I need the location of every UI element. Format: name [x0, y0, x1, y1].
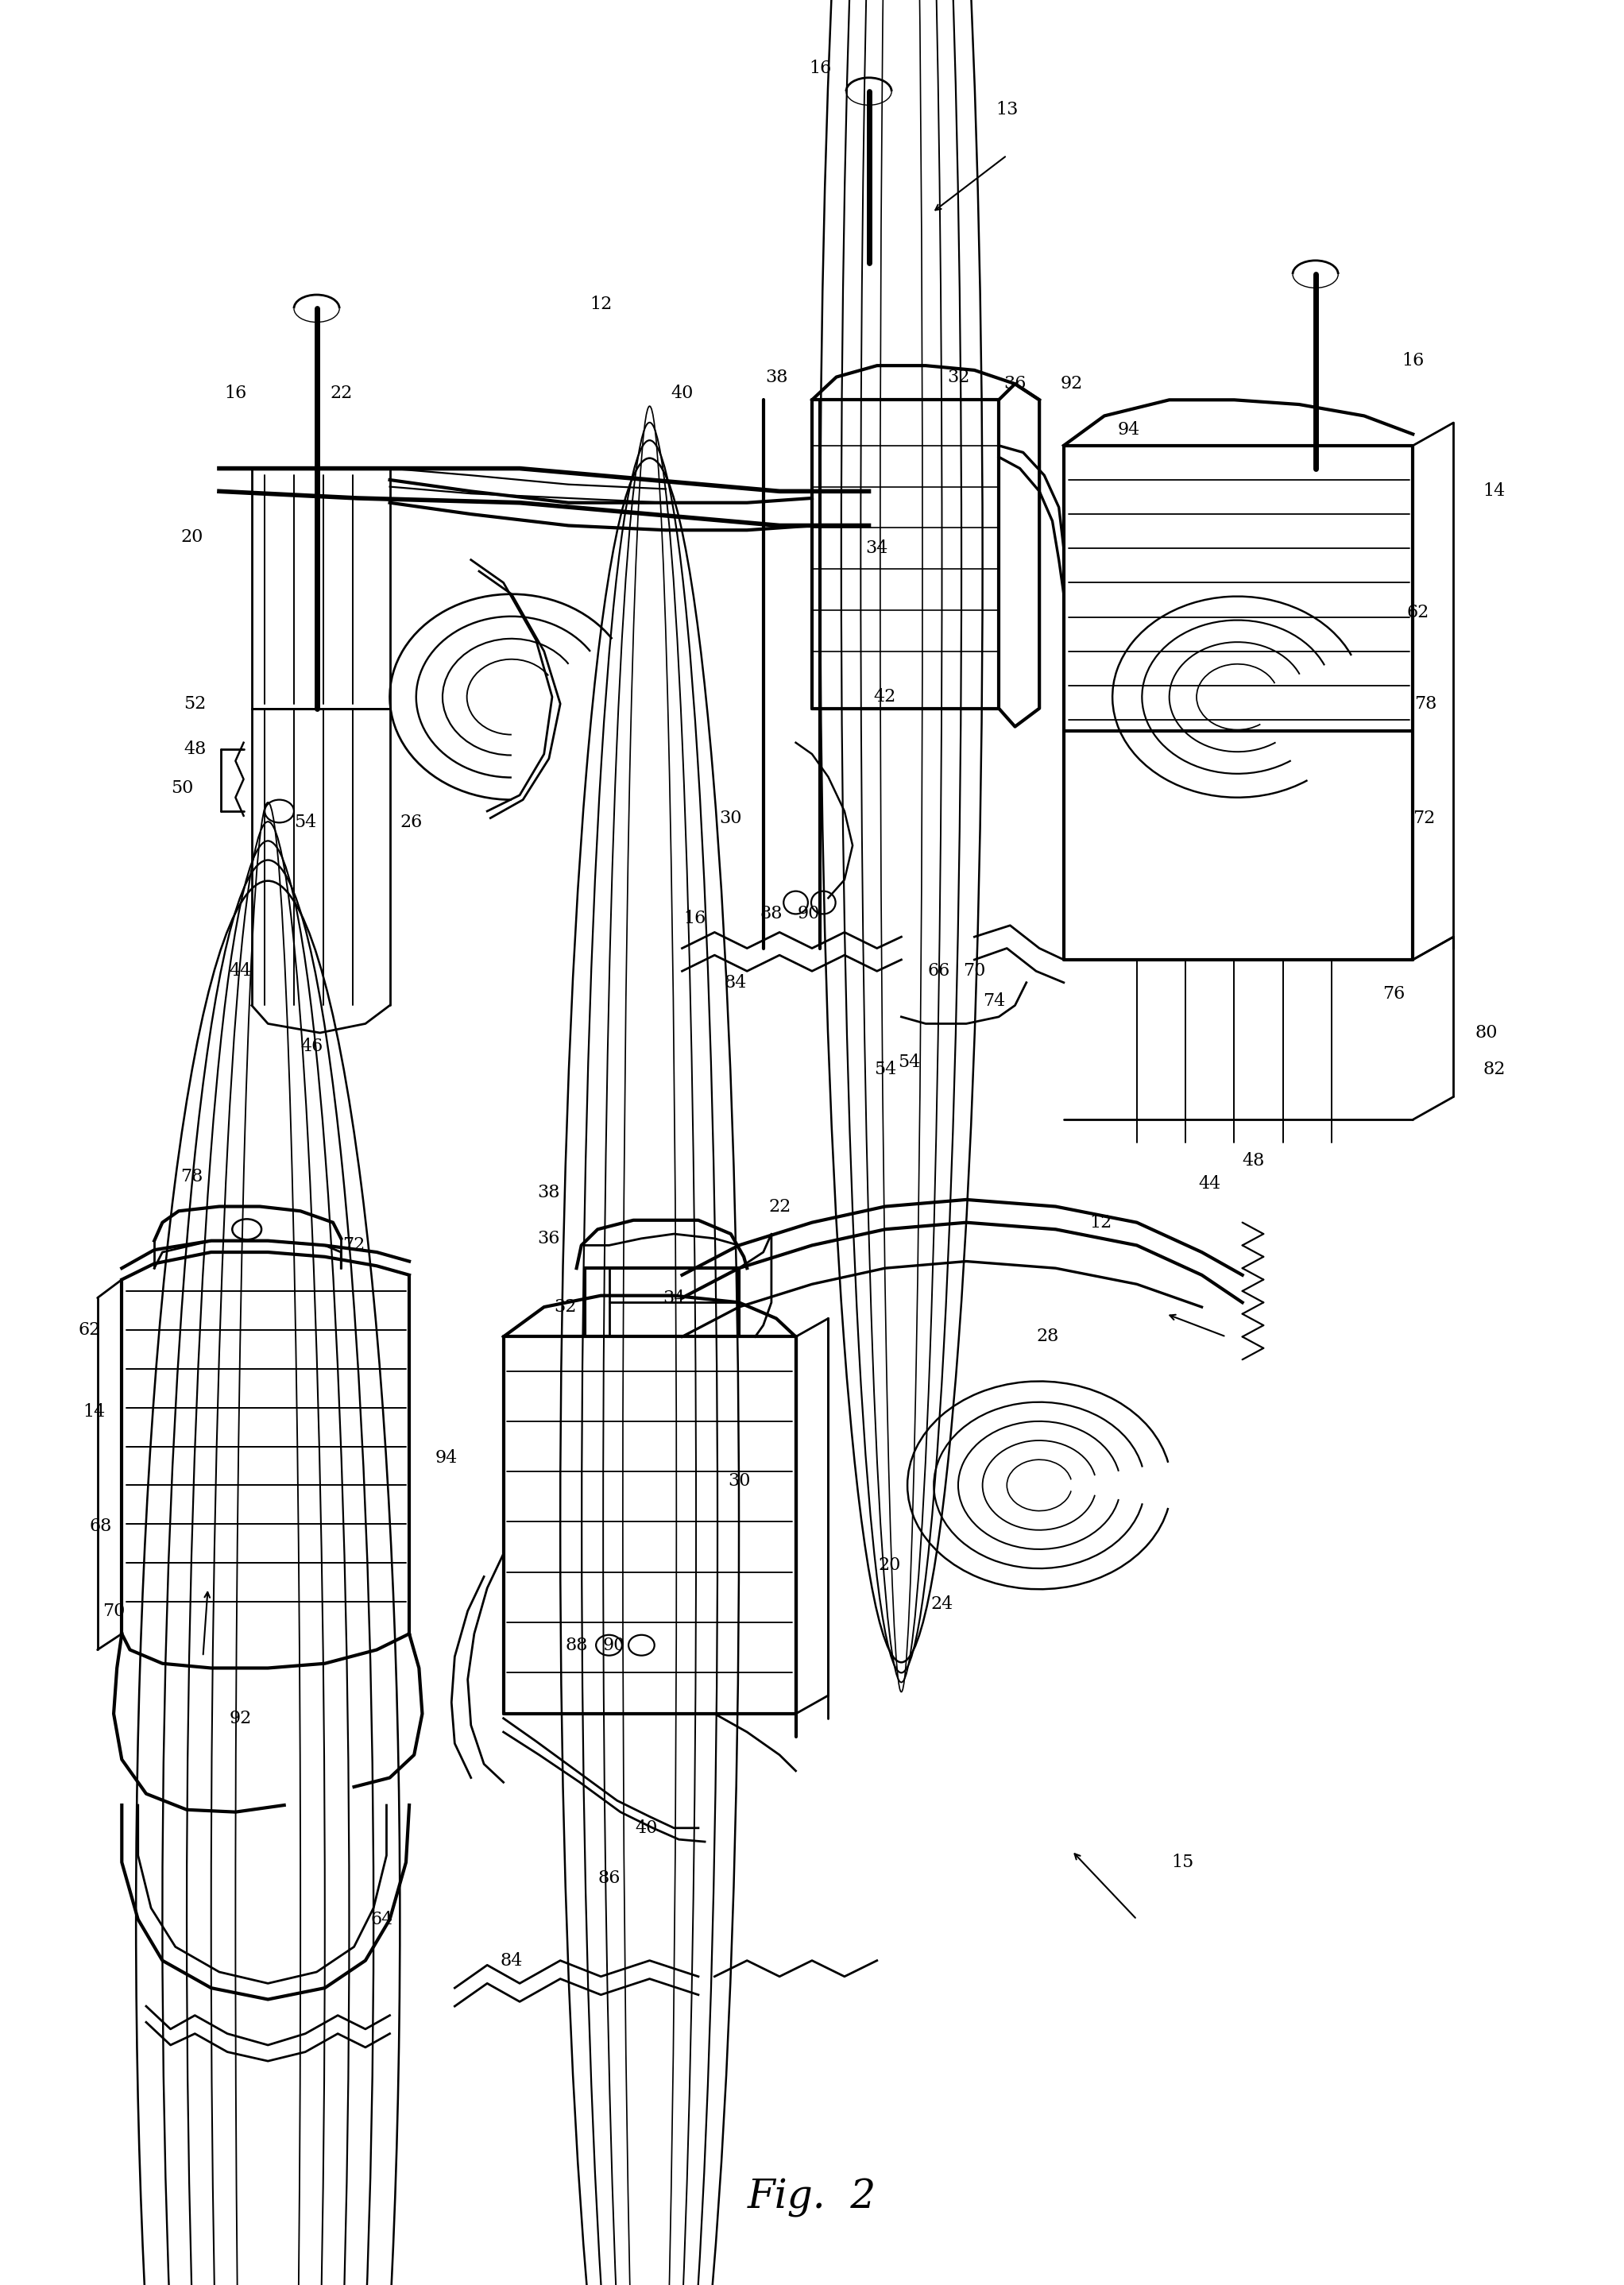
Text: 82: 82 [1483, 1060, 1505, 1079]
Text: 32: 32 [554, 1298, 577, 1316]
Text: 16: 16 [684, 909, 706, 928]
Text: 78: 78 [1415, 695, 1437, 713]
Text: 32: 32 [947, 368, 970, 386]
Text: 22: 22 [330, 384, 352, 402]
Text: 92: 92 [1060, 375, 1083, 393]
Text: 30: 30 [728, 1472, 750, 1490]
Text: 66: 66 [927, 962, 950, 980]
Text: 20: 20 [879, 1556, 901, 1574]
Text: 94: 94 [435, 1449, 458, 1467]
Text: Fig.  2: Fig. 2 [747, 2178, 877, 2219]
Text: 90: 90 [603, 1636, 625, 1654]
Text: 15: 15 [1171, 1853, 1194, 1871]
Text: 62: 62 [1406, 603, 1429, 622]
Text: 78: 78 [180, 1168, 203, 1186]
Text: 70: 70 [102, 1602, 125, 1620]
Text: 68: 68 [89, 1517, 112, 1536]
Text: 70: 70 [963, 962, 986, 980]
Text: 20: 20 [180, 528, 203, 546]
Text: 40: 40 [635, 1819, 658, 1837]
Text: 72: 72 [343, 1236, 365, 1254]
Text: 16: 16 [224, 384, 247, 402]
Text: 38: 38 [538, 1184, 560, 1202]
Text: 24: 24 [931, 1595, 953, 1613]
Text: 44: 44 [229, 962, 252, 980]
Text: 54: 54 [874, 1060, 896, 1079]
Text: 22: 22 [768, 1197, 791, 1216]
Text: 80: 80 [1475, 1024, 1497, 1042]
Text: 62: 62 [78, 1321, 101, 1339]
Text: 16: 16 [809, 59, 831, 78]
Text: 94: 94 [1117, 420, 1140, 439]
Text: 90: 90 [797, 905, 820, 923]
Text: 84: 84 [724, 973, 747, 992]
Text: 16: 16 [1402, 352, 1424, 370]
Text: 34: 34 [866, 539, 888, 558]
Text: 92: 92 [229, 1709, 252, 1727]
Text: 44: 44 [1199, 1174, 1221, 1193]
Text: 12: 12 [1090, 1213, 1112, 1232]
Text: 48: 48 [184, 740, 206, 759]
Text: 12: 12 [590, 295, 612, 313]
Text: 26: 26 [400, 813, 422, 832]
Text: 14: 14 [83, 1403, 106, 1421]
Text: 38: 38 [765, 368, 788, 386]
Text: 76: 76 [1382, 985, 1405, 1003]
Text: 88: 88 [565, 1636, 588, 1654]
Text: 74: 74 [983, 992, 1005, 1010]
Text: 13: 13 [996, 101, 1018, 119]
Text: 36: 36 [1004, 375, 1026, 393]
Text: 52: 52 [184, 695, 206, 713]
Text: 86: 86 [598, 1869, 620, 1887]
Text: 54: 54 [898, 1053, 921, 1072]
Text: 50: 50 [171, 779, 193, 797]
Text: 34: 34 [663, 1289, 685, 1307]
Text: 30: 30 [719, 809, 742, 827]
Text: 48: 48 [1242, 1152, 1265, 1170]
Text: 84: 84 [500, 1951, 523, 1970]
Text: 36: 36 [538, 1229, 560, 1248]
Text: 14: 14 [1483, 482, 1505, 500]
Text: 54: 54 [294, 813, 317, 832]
Text: 42: 42 [874, 688, 896, 706]
Text: 64: 64 [370, 1910, 393, 1929]
Text: 28: 28 [1036, 1328, 1059, 1346]
Text: 88: 88 [760, 905, 783, 923]
Text: 40: 40 [671, 384, 693, 402]
Text: 46: 46 [300, 1037, 323, 1056]
Text: 72: 72 [1413, 809, 1436, 827]
